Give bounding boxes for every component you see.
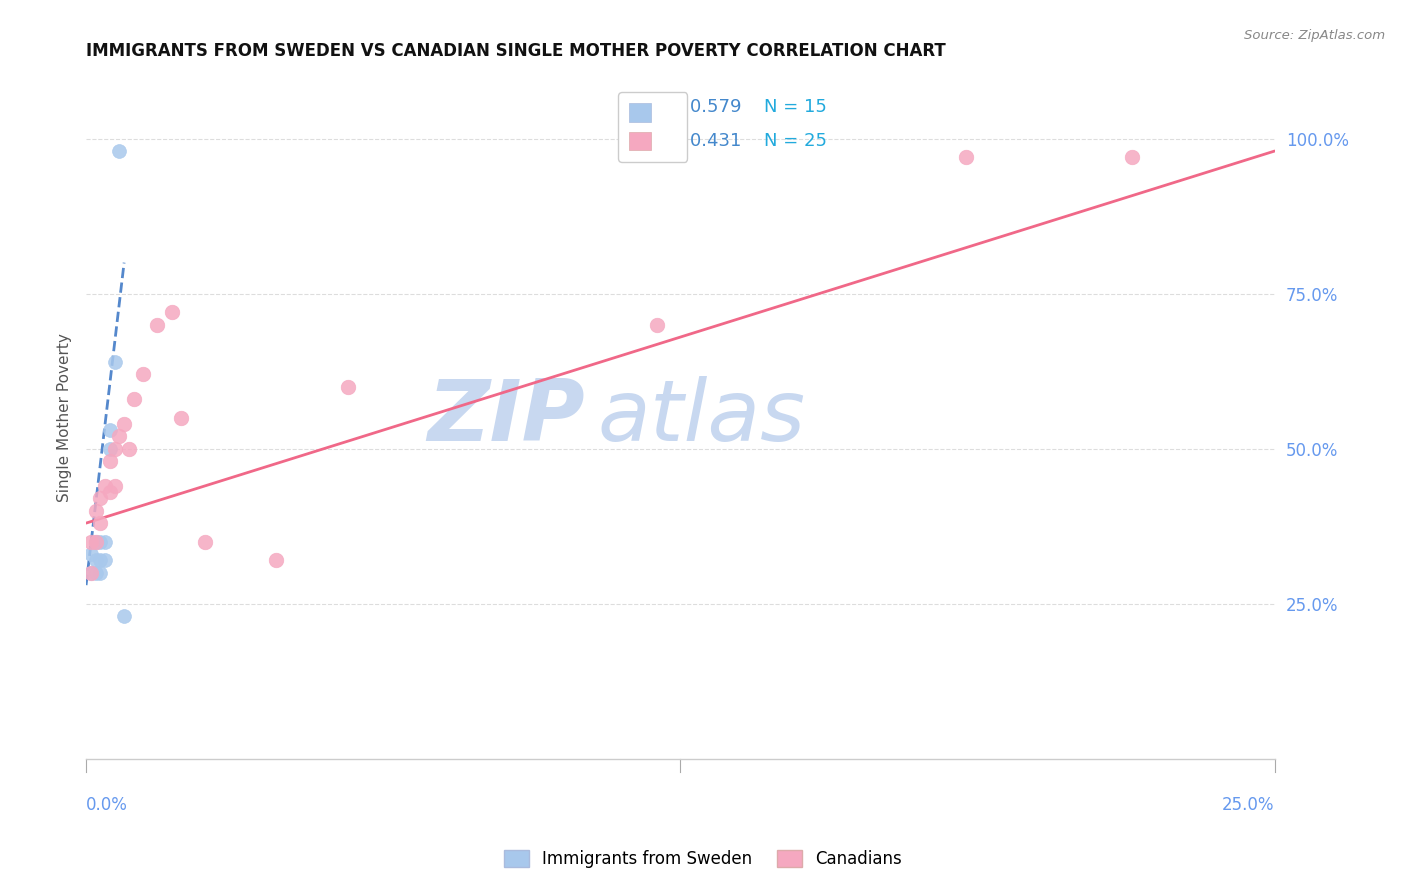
Point bbox=[112, 417, 135, 431]
Point bbox=[94, 553, 117, 567]
Point bbox=[84, 534, 107, 549]
Point bbox=[112, 609, 135, 624]
Point bbox=[1121, 150, 1143, 164]
Text: 0.0%: 0.0% bbox=[86, 797, 128, 814]
Point bbox=[94, 479, 117, 493]
Point bbox=[89, 553, 111, 567]
Point bbox=[84, 504, 107, 518]
Point bbox=[108, 429, 131, 443]
Point bbox=[104, 355, 127, 369]
Text: 25.0%: 25.0% bbox=[1222, 797, 1275, 814]
Point bbox=[80, 566, 103, 580]
Legend: Immigrants from Sweden, Canadians: Immigrants from Sweden, Canadians bbox=[498, 843, 908, 875]
Point bbox=[132, 368, 155, 382]
Point bbox=[104, 442, 127, 456]
Point bbox=[84, 553, 107, 567]
Text: N = 15: N = 15 bbox=[763, 98, 827, 116]
Point bbox=[146, 318, 169, 332]
Point bbox=[108, 144, 131, 158]
Text: IMMIGRANTS FROM SWEDEN VS CANADIAN SINGLE MOTHER POVERTY CORRELATION CHART: IMMIGRANTS FROM SWEDEN VS CANADIAN SINGL… bbox=[86, 42, 946, 60]
Legend:   ,   : , bbox=[619, 93, 688, 161]
Text: ZIP: ZIP bbox=[427, 376, 585, 459]
Point bbox=[170, 410, 193, 425]
Point bbox=[122, 392, 145, 406]
Text: R = 0.579: R = 0.579 bbox=[651, 98, 741, 116]
Point bbox=[80, 566, 103, 580]
Point bbox=[98, 423, 121, 437]
Point bbox=[336, 379, 359, 393]
Text: Source: ZipAtlas.com: Source: ZipAtlas.com bbox=[1244, 29, 1385, 42]
Point bbox=[89, 534, 111, 549]
Point bbox=[89, 516, 111, 530]
Y-axis label: Single Mother Poverty: Single Mother Poverty bbox=[58, 334, 72, 502]
Point bbox=[84, 566, 107, 580]
Point bbox=[264, 553, 287, 567]
Point bbox=[645, 318, 668, 332]
Point bbox=[80, 534, 103, 549]
Point bbox=[89, 566, 111, 580]
Point bbox=[94, 534, 117, 549]
Point bbox=[98, 485, 121, 500]
Point bbox=[89, 491, 111, 506]
Point bbox=[80, 547, 103, 561]
Point bbox=[98, 454, 121, 468]
Point bbox=[84, 534, 107, 549]
Point bbox=[955, 150, 977, 164]
Point bbox=[194, 534, 217, 549]
Text: R = 0.431: R = 0.431 bbox=[651, 132, 741, 151]
Text: atlas: atlas bbox=[598, 376, 806, 459]
Point bbox=[160, 305, 183, 319]
Point bbox=[104, 479, 127, 493]
Point bbox=[118, 442, 141, 456]
Point bbox=[98, 442, 121, 456]
Text: N = 25: N = 25 bbox=[763, 132, 827, 151]
